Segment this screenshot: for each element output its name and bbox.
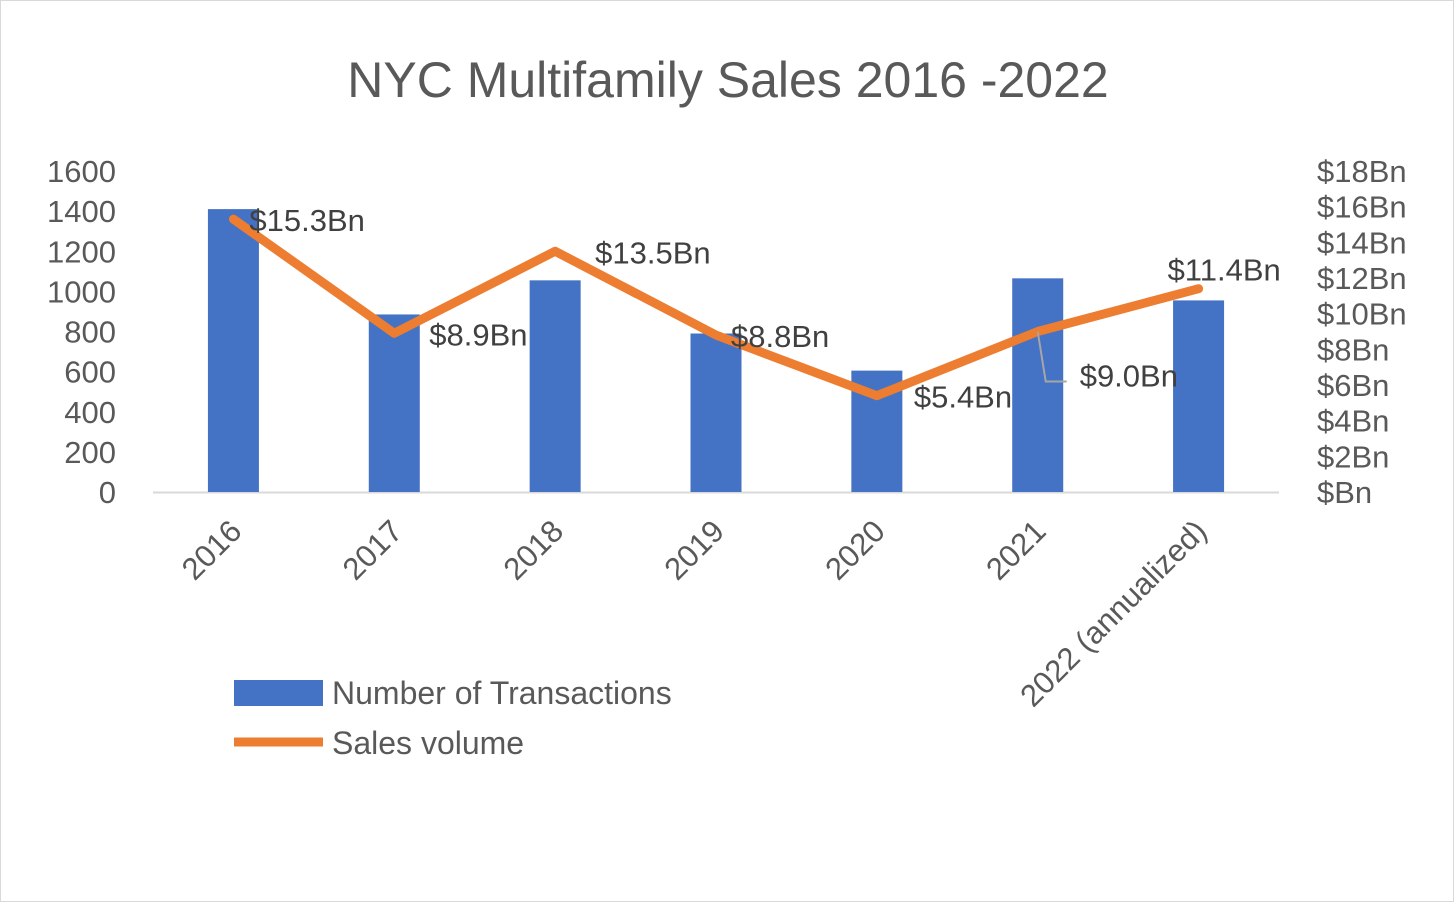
x-axis-tick-label: 2017 [336, 513, 410, 587]
left-axis-tick-label: 1200 [47, 234, 116, 269]
left-axis-tick-label: 400 [64, 395, 116, 430]
bar-transactions-2017 [369, 314, 420, 492]
data-label-2021: $9.0Bn [1080, 359, 1178, 394]
right-axis-tick-label: $8Bn [1317, 332, 1389, 367]
x-axis-tick-label: 2019 [657, 513, 731, 587]
left-axis-tick-label: 600 [64, 355, 116, 390]
x-axis-tick-label: 2016 [175, 513, 249, 587]
right-axis-tick-label: $2Bn [1317, 439, 1389, 474]
data-label-2022: $11.4Bn [1168, 253, 1281, 288]
right-axis-tick-label: $14Bn [1317, 225, 1407, 260]
data-label-2020: $5.4Bn [914, 380, 1012, 415]
left-axis-ticks: 0 200 400 600 800 1000 1200 1400 1600 [47, 154, 116, 510]
left-axis-tick-label: 1400 [47, 194, 116, 229]
legend-swatch-transactions [234, 680, 323, 706]
data-label-2019: $8.8Bn [731, 319, 829, 354]
legend: Number of Transactions Sales volume [234, 675, 672, 761]
left-axis-tick-label: 200 [64, 435, 116, 470]
right-axis-tick-label: $16Bn [1317, 190, 1407, 225]
bar-transactions-2016 [208, 209, 259, 492]
legend-label-transactions: Number of Transactions [332, 675, 672, 711]
bar-transactions-2022 [1173, 300, 1224, 492]
x-axis-tick-label: 2021 [979, 513, 1053, 587]
left-axis-tick-label: 800 [64, 315, 116, 350]
right-axis-tick-label: $12Bn [1317, 261, 1407, 296]
right-axis-tick-label: $6Bn [1317, 368, 1389, 403]
data-label-2016: $15.3Bn [249, 203, 365, 238]
right-axis-tick-label: $18Bn [1317, 154, 1407, 189]
bar-series [208, 209, 1224, 492]
x-axis-tick-label: 2018 [497, 513, 571, 587]
data-label-2018: $13.5Bn [595, 235, 711, 270]
left-axis-tick-label: 1000 [47, 274, 116, 309]
right-axis-tick-label: $10Bn [1317, 297, 1407, 332]
bar-transactions-2021 [1012, 278, 1063, 492]
bar-transactions-2018 [530, 280, 581, 492]
right-axis-ticks: $Bn$2Bn$4Bn$6Bn$8Bn$10Bn$12Bn$14Bn$16Bn$… [1317, 154, 1407, 510]
chart-title: NYC Multifamily Sales 2016 -2022 [347, 52, 1108, 108]
right-axis-tick-label: $4Bn [1317, 404, 1389, 439]
data-label-2017: $8.9Bn [429, 317, 527, 352]
bar-transactions-2019 [691, 334, 742, 492]
left-axis-tick-label: 0 [99, 475, 116, 510]
x-axis-tick-label: 2020 [818, 513, 892, 587]
legend-label-sales-volume: Sales volume [332, 725, 524, 761]
left-axis-tick-label: 1600 [47, 154, 116, 189]
right-axis-tick-label: $Bn [1317, 475, 1372, 510]
